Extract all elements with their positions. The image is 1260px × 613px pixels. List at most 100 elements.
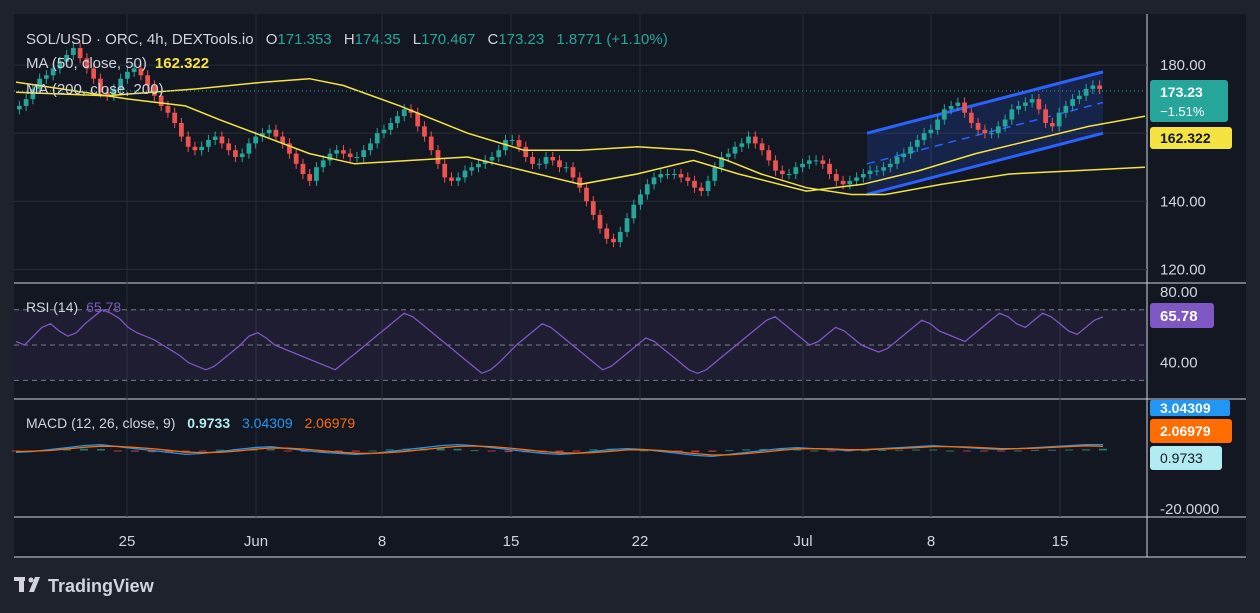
candle-body [347,153,353,158]
ma50-badge [1150,127,1232,149]
candle-body [509,139,515,141]
ma50-line [15,81,1146,192]
candle-body [536,163,542,165]
candle-body [206,139,211,147]
candle-body [138,68,144,76]
rsi-band [14,309,1147,381]
candle-body [948,105,954,110]
candle-body [125,71,130,79]
candle-body [496,150,502,158]
candle-body [638,194,643,205]
ma50-legend: MA (50, close, 50) 162.322 [26,55,209,72]
macd-hist-bar [1065,449,1074,451]
candle-body [881,167,886,171]
candle-body [523,146,529,158]
candle-body [361,150,367,158]
candle-body [57,61,63,69]
candle-body [550,157,556,161]
macd-hist-bar [1082,449,1091,451]
candle-body [1070,99,1075,106]
candle-body [401,109,407,117]
candle-body [37,78,42,89]
candle-body [773,160,778,171]
candle-body [442,163,448,178]
candle-body [30,88,36,100]
candle-body [1029,99,1035,103]
signal-badge [1150,419,1232,443]
candle-body [793,167,799,175]
macd-hist-bar [980,450,989,452]
macd-hist-bar [589,449,598,451]
macd-legend: MACD (12, 26, close, 9) 0.9733 3.04309 2… [26,415,355,431]
candle-body [327,153,333,161]
candle-body [725,153,731,158]
macd-hist-bar [725,450,734,452]
macd-hist-bar [963,450,972,452]
macd-hist-bar [487,450,496,452]
macd-hist-bar [164,450,173,453]
candle-body [968,112,974,123]
candle-body [584,187,589,202]
candle-body [995,126,1001,134]
candle-body [651,177,657,185]
candle-body [1009,109,1015,120]
candle-body [941,109,947,120]
candle-body [820,160,826,164]
candle-body [482,160,488,164]
candle-body [1043,109,1048,123]
macd-histogram [12,448,1107,453]
price-candles [17,42,1102,248]
macd-hist-bar [470,450,479,452]
macd-hist-bar [215,449,224,451]
macd-hist-bar [283,450,292,452]
candle-body [226,143,232,151]
candle-body [1022,102,1028,106]
candle-body [833,174,839,181]
macd-hist-bar [640,450,649,452]
candle-body [1063,105,1069,113]
candle-body [705,180,711,192]
candle-body [381,129,387,134]
candle-body [71,48,76,55]
x-tick-label: 25 [119,533,136,550]
candle-body [185,136,191,147]
macd-hist-bar [895,449,904,451]
macd-hist-bar [555,450,564,453]
candle-body [455,177,461,181]
candle-body [752,136,758,144]
candle-body [1036,99,1042,110]
candle-body [813,160,819,162]
rsi-y-axis: 40.00 80.00 [1160,284,1198,372]
candle-body [563,167,569,169]
macd-hist-bar [300,450,309,452]
candle-body [860,174,866,178]
ma200-legend: MA (200, close, 200) [26,81,164,98]
candle-body [854,177,859,181]
candle-body [1083,88,1089,96]
candle-body [1056,112,1062,127]
candle-body [253,136,259,144]
candle-body [341,150,346,154]
macd-hist-bar [946,450,955,452]
candle-body [800,163,805,168]
candle-body [165,105,171,113]
plot-area [14,14,1147,557]
candle-body [955,102,961,106]
candle-body [935,119,940,130]
macd-hist-bar [827,450,836,452]
candle-body [320,160,326,168]
candle-body [887,163,893,168]
macd-hist-bar [351,450,360,452]
candle-body [300,163,306,175]
last-price-value: 173.23 [1160,84,1203,100]
candle-body [158,95,164,106]
candle-body [617,231,623,243]
candle-body [678,174,684,178]
candle-body [44,75,49,79]
candle-body [287,143,292,154]
macd-hist-bar [96,448,105,451]
candle-body [732,146,738,154]
candle-body [280,136,286,144]
candle-body [395,116,400,123]
candle-body [928,129,934,134]
